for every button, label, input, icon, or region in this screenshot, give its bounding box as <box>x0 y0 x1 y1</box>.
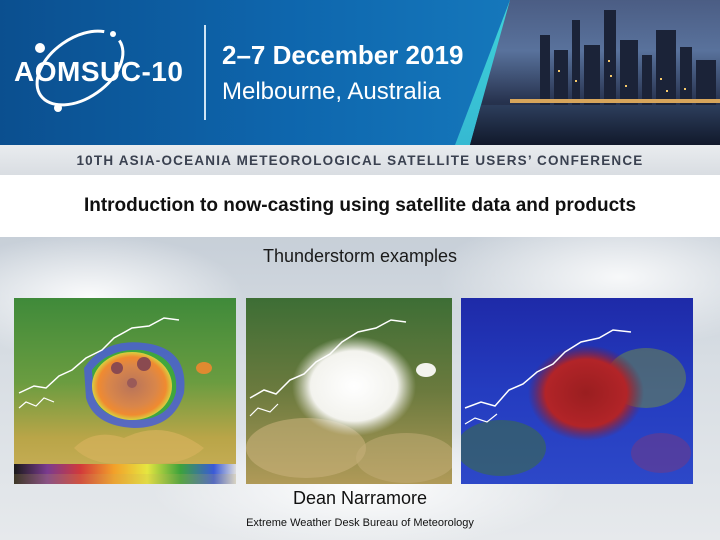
event-dates: 2–7 December 2019 <box>222 40 464 70</box>
slide-title: Introduction to now-casting using satell… <box>83 195 637 216</box>
bridge <box>510 99 720 121</box>
slide-subtitle: Thunderstorm examples <box>262 246 458 266</box>
event-location: Melbourne, Australia <box>222 78 441 105</box>
title-band: Introduction to now-casting using satell… <box>0 175 720 237</box>
rgb-composite-image <box>461 298 693 484</box>
visible-image <box>246 298 452 484</box>
conference-strip: 10TH ASIA-OCEANIA METEOROLOGICAL SATELLI… <box>0 145 720 175</box>
presenter-name: Dean Narramore <box>292 488 428 508</box>
conference-logo-text: AOMSUC-10 <box>14 56 184 87</box>
infrared-enhanced-image <box>14 298 236 484</box>
orbit-logo-icon <box>35 29 125 112</box>
conference-banner: AOMSUC-10 2–7 December 2019 Melbourne, A… <box>0 0 720 145</box>
presenter-affiliation: Extreme Weather Desk Bureau of Meteorolo… <box>246 517 474 529</box>
banner-divider <box>204 25 206 120</box>
river <box>470 105 720 145</box>
melbourne-skyline-photo <box>470 0 720 145</box>
conference-name: 10TH ASIA-OCEANIA METEOROLOGICAL SATELLI… <box>76 152 644 168</box>
